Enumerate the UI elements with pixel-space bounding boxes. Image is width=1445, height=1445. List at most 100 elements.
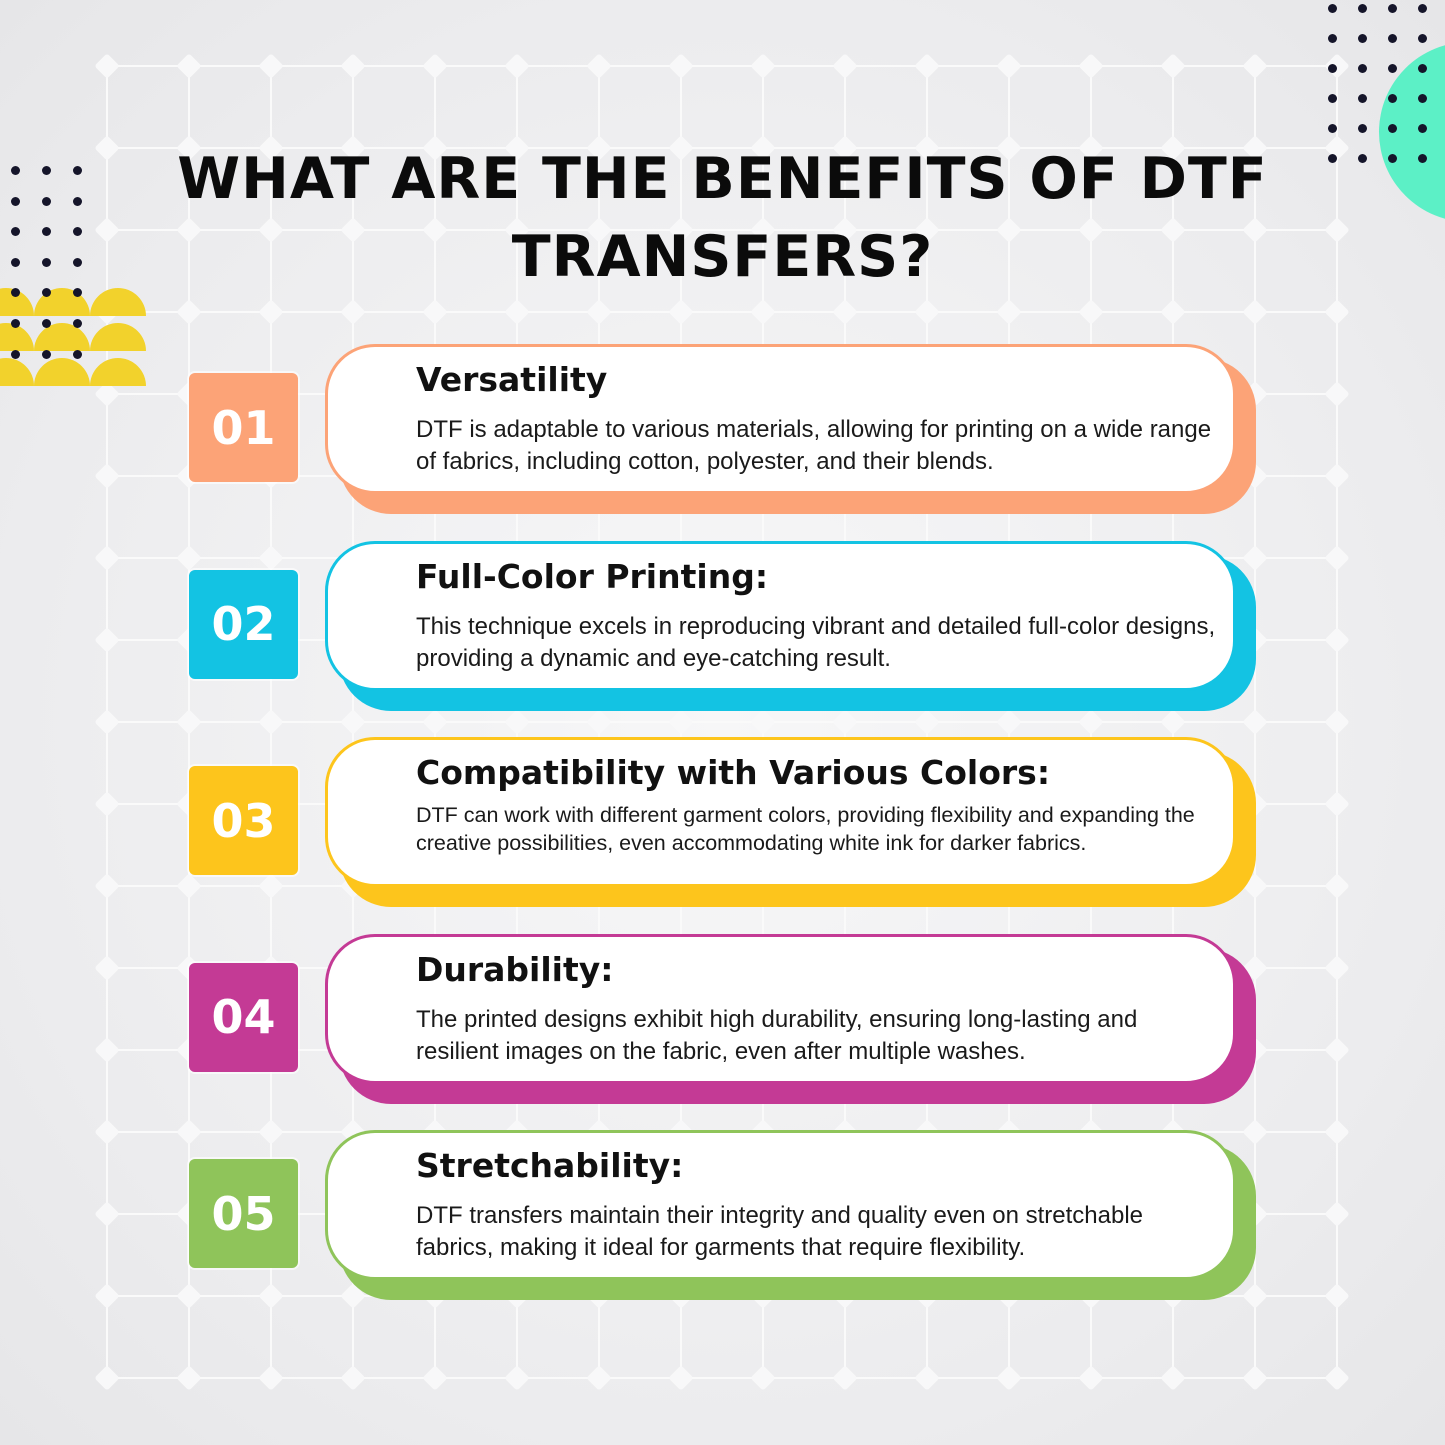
grid-diamond bbox=[1325, 136, 1349, 160]
grid-diamond bbox=[177, 218, 201, 242]
grid-diamond bbox=[915, 136, 939, 160]
grid-diamond bbox=[1325, 1038, 1349, 1062]
dot bbox=[1418, 34, 1427, 43]
grid-diamond bbox=[1325, 792, 1349, 816]
grid-diamond bbox=[341, 1366, 365, 1390]
benefit-heading: Stretchability: bbox=[416, 1146, 684, 1185]
number-badge: 04 bbox=[189, 962, 298, 1072]
grid-diamond bbox=[833, 300, 857, 324]
grid-diamond bbox=[915, 710, 939, 734]
dot bbox=[1328, 4, 1337, 13]
dot bbox=[1328, 94, 1337, 103]
dot bbox=[42, 258, 51, 267]
dot bbox=[1358, 64, 1367, 73]
grid-diamond bbox=[1079, 1366, 1103, 1390]
benefit-heading: Full-Color Printing: bbox=[416, 556, 769, 596]
grid-diamond bbox=[669, 54, 693, 78]
dot bbox=[1388, 124, 1397, 133]
grid-diamond bbox=[1079, 136, 1103, 160]
grid-diamond bbox=[1325, 1284, 1349, 1308]
number-badge: 05 bbox=[189, 1159, 298, 1268]
dot bbox=[11, 288, 20, 297]
dot bbox=[1328, 154, 1337, 163]
dot bbox=[1358, 4, 1367, 13]
grid-diamond bbox=[1325, 464, 1349, 488]
dot bbox=[1418, 64, 1427, 73]
benefit-description: This technique excels in reproducing vib… bbox=[416, 612, 1216, 672]
grid-diamond bbox=[669, 218, 693, 242]
grid-diamond bbox=[423, 218, 447, 242]
grid-diamond bbox=[1325, 218, 1349, 242]
grid-diamond bbox=[95, 1120, 119, 1144]
grid-diamond bbox=[177, 1284, 201, 1308]
grid-diamond bbox=[1325, 1120, 1349, 1144]
dot bbox=[73, 197, 82, 206]
grid-diamond bbox=[423, 710, 447, 734]
grid-diamond bbox=[1243, 300, 1267, 324]
benefit-card bbox=[325, 933, 1236, 1084]
grid-diamond bbox=[341, 136, 365, 160]
benefit-item: 01 Versatility DTF is adaptable to vario… bbox=[0, 344, 1445, 519]
grid-diamond bbox=[1325, 628, 1349, 652]
grid-diamond bbox=[1325, 1366, 1349, 1390]
grid-diamond bbox=[177, 1366, 201, 1390]
grid-diamond bbox=[997, 710, 1021, 734]
grid-diamond bbox=[95, 792, 119, 816]
grid-diamond bbox=[95, 710, 119, 734]
grid-diamond bbox=[751, 54, 775, 78]
benefit-card bbox=[325, 540, 1236, 691]
yellow-semicircle bbox=[0, 323, 34, 351]
grid-diamond bbox=[915, 1366, 939, 1390]
grid-diamond bbox=[341, 710, 365, 734]
grid-diamond bbox=[1325, 546, 1349, 570]
grid-diamond bbox=[1243, 218, 1267, 242]
number-badge: 01 bbox=[189, 373, 298, 482]
dot bbox=[1328, 124, 1337, 133]
grid-diamond bbox=[423, 54, 447, 78]
grid-diamond bbox=[1325, 956, 1349, 980]
grid-diamond bbox=[95, 874, 119, 898]
grid-diamond bbox=[1079, 54, 1103, 78]
dot bbox=[1418, 124, 1427, 133]
grid-diamond bbox=[95, 54, 119, 78]
grid-diamond bbox=[1161, 300, 1185, 324]
dot bbox=[1328, 34, 1337, 43]
grid-diamond bbox=[259, 136, 283, 160]
grid-diamond bbox=[341, 1284, 365, 1308]
grid-diamond bbox=[833, 710, 857, 734]
grid-diamond bbox=[587, 136, 611, 160]
dot bbox=[11, 350, 20, 359]
grid-diamond bbox=[423, 300, 447, 324]
grid-diamond bbox=[177, 874, 201, 898]
grid-diamond bbox=[505, 300, 529, 324]
dot bbox=[1388, 154, 1397, 163]
grid-diamond bbox=[1079, 710, 1103, 734]
dot bbox=[42, 350, 51, 359]
teal-circle-decoration bbox=[1379, 45, 1445, 219]
dot bbox=[73, 319, 82, 328]
benefit-card bbox=[325, 344, 1236, 494]
benefit-item: 02 Full-Color Printing: This technique e… bbox=[0, 540, 1445, 716]
dot bbox=[1418, 4, 1427, 13]
benefit-description: DTF is adaptable to various materials, a… bbox=[416, 416, 1212, 475]
grid-diamond bbox=[997, 1366, 1021, 1390]
yellow-semicircle bbox=[0, 288, 34, 316]
grid-diamond bbox=[341, 218, 365, 242]
dot bbox=[11, 258, 20, 267]
grid-diamond bbox=[587, 1366, 611, 1390]
grid-diamond bbox=[1161, 218, 1185, 242]
title-line-2: TRANSFERS? bbox=[511, 224, 934, 290]
grid-diamond bbox=[833, 218, 857, 242]
grid-diamond bbox=[1325, 874, 1349, 898]
grid-diamond bbox=[341, 54, 365, 78]
grid-diamond bbox=[505, 1366, 529, 1390]
grid-diamond bbox=[669, 136, 693, 160]
grid-diamond bbox=[95, 1366, 119, 1390]
grid-diamond bbox=[915, 54, 939, 78]
grid-diamond bbox=[587, 54, 611, 78]
yellow-semicircle bbox=[34, 323, 90, 351]
grid-diamond bbox=[1079, 300, 1103, 324]
grid-diamond bbox=[259, 1366, 283, 1390]
grid-diamond bbox=[95, 464, 119, 488]
grid-diamond bbox=[95, 382, 119, 406]
